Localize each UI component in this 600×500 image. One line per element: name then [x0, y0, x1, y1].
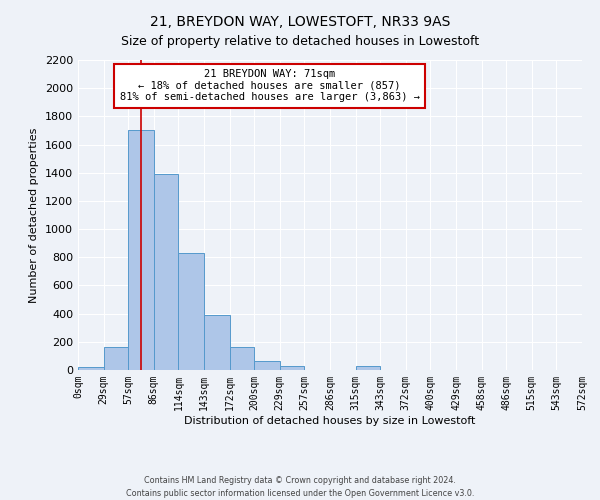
- Bar: [128, 130, 154, 370]
- Bar: [104, 348, 128, 370]
- Bar: [154, 174, 178, 370]
- Bar: [280, 366, 304, 370]
- Bar: [204, 315, 230, 370]
- Bar: [78, 367, 104, 370]
- Y-axis label: Number of detached properties: Number of detached properties: [29, 128, 40, 302]
- Text: 21, BREYDON WAY, LOWESTOFT, NR33 9AS: 21, BREYDON WAY, LOWESTOFT, NR33 9AS: [150, 15, 450, 29]
- X-axis label: Distribution of detached houses by size in Lowestoft: Distribution of detached houses by size …: [184, 416, 476, 426]
- Text: Size of property relative to detached houses in Lowestoft: Size of property relative to detached ho…: [121, 35, 479, 48]
- Text: Contains HM Land Registry data © Crown copyright and database right 2024.
Contai: Contains HM Land Registry data © Crown c…: [126, 476, 474, 498]
- Bar: [254, 361, 280, 370]
- Text: 21 BREYDON WAY: 71sqm
← 18% of detached houses are smaller (857)
81% of semi-det: 21 BREYDON WAY: 71sqm ← 18% of detached …: [119, 70, 419, 102]
- Bar: [230, 347, 254, 370]
- Bar: [356, 366, 380, 370]
- Bar: [178, 253, 204, 370]
